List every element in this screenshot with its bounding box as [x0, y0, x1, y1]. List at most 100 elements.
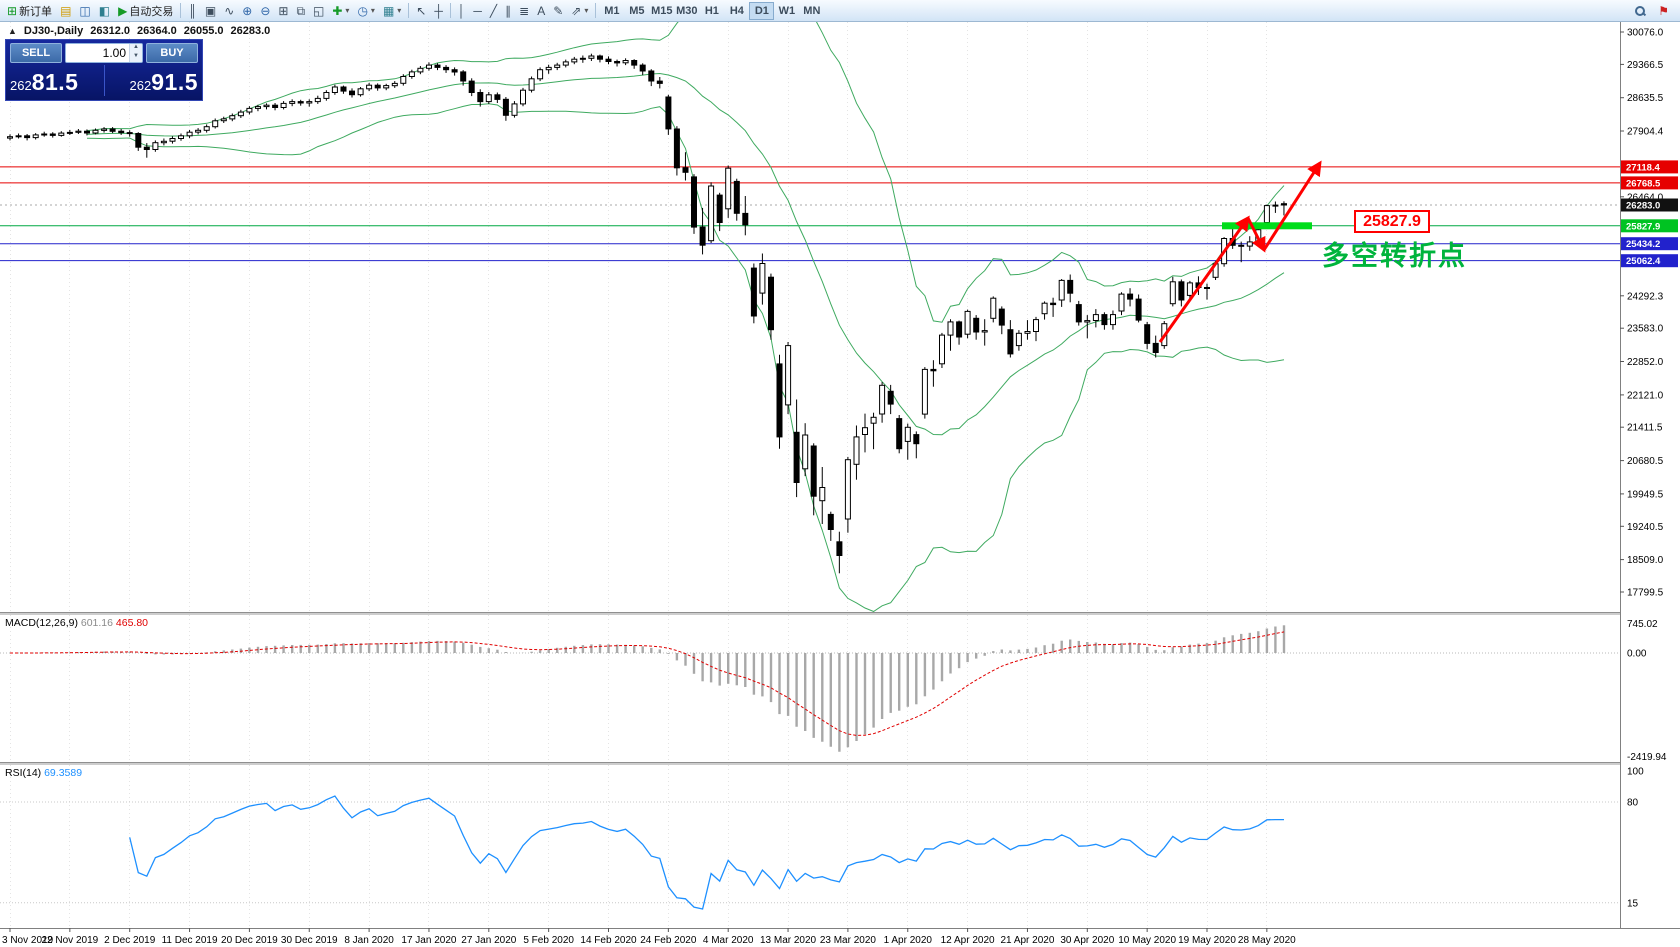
stepper-up-icon[interactable]: ▲ — [130, 44, 142, 53]
candlestick-series — [7, 53, 1287, 574]
vertical-line-icon: │ — [457, 3, 466, 18]
svg-text:23583.0: 23583.0 — [1627, 324, 1664, 335]
svg-text:12 Apr 2020: 12 Apr 2020 — [941, 935, 995, 946]
flag-icon: ⚑ — [1658, 3, 1669, 18]
support-zone-bar[interactable] — [1222, 222, 1312, 230]
tile-windows-button[interactable]: ⊞ — [274, 1, 292, 20]
sell-button[interactable]: SELL — [10, 43, 62, 63]
panel-separator[interactable] — [0, 762, 1680, 765]
svg-text:745.02: 745.02 — [1627, 619, 1658, 630]
zoom-in-button[interactable]: ⊕ — [238, 1, 256, 20]
caret-icon: ▾ — [345, 6, 350, 15]
cursor-button[interactable]: ↖ — [412, 1, 430, 20]
search-button[interactable] — [1630, 1, 1650, 20]
svg-text:21 Apr 2020: 21 Apr 2020 — [1000, 935, 1054, 946]
macd-signal-line — [10, 631, 1285, 736]
svg-text:25827.9: 25827.9 — [1626, 221, 1660, 232]
svg-text:18509.0: 18509.0 — [1627, 555, 1664, 566]
ask-price-big: 91.5 — [151, 69, 198, 95]
svg-text:20680.5: 20680.5 — [1627, 456, 1664, 467]
svg-text:28 May 2020: 28 May 2020 — [1238, 935, 1296, 946]
zoom-out-button[interactable]: ⊖ — [256, 1, 274, 20]
bollinger-bands — [86, 22, 1285, 612]
price-divider — [103, 65, 105, 96]
grid-lines — [10, 22, 1267, 928]
svg-text:27 Jan 2020: 27 Jan 2020 — [461, 935, 516, 946]
chart-low-value: 26055.0 — [183, 25, 224, 37]
trend-arrows[interactable] — [1158, 160, 1322, 343]
data-window-button[interactable]: ◫ — [75, 1, 94, 20]
stepper-down-icon[interactable]: ▼ — [130, 53, 142, 62]
volume-stepper[interactable]: ▲ ▼ — [129, 44, 142, 62]
chart-open-value: 26312.0 — [90, 25, 130, 37]
zoom-out-icon: ⊖ — [260, 3, 271, 18]
timeframe-m1-button[interactable]: M1 — [599, 2, 624, 20]
templates-button[interactable]: ▦ ▾ — [379, 1, 405, 20]
annotation-note[interactable]: 多空转折点 — [1322, 241, 1467, 271]
arrange-windows-button[interactable]: ◱ — [309, 1, 328, 20]
svg-text:27904.4: 27904.4 — [1627, 127, 1664, 138]
vertical-line-button[interactable]: │ — [454, 1, 470, 20]
price-chart: MACD(12,26,9) 601.16 465.80 RSI(14) 69.35… — [0, 22, 1680, 947]
text-label-button[interactable]: ✎ — [549, 1, 567, 20]
timeframe-m15-button[interactable]: M15 — [649, 2, 674, 20]
periods-button[interactable]: ◷ ▾ — [353, 1, 379, 20]
rsi-line — [129, 795, 1284, 910]
buy-button[interactable]: BUY — [146, 43, 198, 63]
svg-text:25062.4: 25062.4 — [1626, 256, 1661, 267]
horizontal-line-button[interactable]: ─ — [469, 1, 486, 20]
fibonacci-button[interactable]: ≣ — [515, 1, 533, 20]
new-order-label: 新订单 — [19, 5, 53, 18]
shapes-button[interactable]: ⇗ ▾ — [567, 1, 592, 20]
price-level-lines[interactable] — [0, 166, 1620, 262]
svg-text:100: 100 — [1627, 767, 1644, 778]
navigator-button[interactable]: ◧ — [95, 1, 114, 20]
crosshair-icon: ┼ — [434, 3, 443, 18]
text-button[interactable]: A — [533, 1, 549, 20]
cascade-windows-button[interactable]: ⧉ — [292, 1, 309, 20]
bid-price-big: 81.5 — [31, 69, 79, 95]
timeframe-w1-button[interactable]: W1 — [774, 2, 799, 20]
line-chart-button[interactable]: ∿ — [220, 1, 238, 20]
new-order-button[interactable]: ⊞ 新订单 — [3, 1, 56, 20]
search-icon — [1634, 5, 1646, 17]
autotrading-label: 自动交易 — [129, 5, 174, 18]
price-axis[interactable]: 30076.0 29366.5 28635.5 27904.4 26464.0 24292… — [1620, 22, 1680, 947]
bar-chart-button[interactable]: ║ — [184, 1, 201, 20]
ask-price-small: 262 — [129, 78, 152, 93]
svg-text:80: 80 — [1627, 798, 1639, 809]
alerts-button[interactable]: ⚑ — [1654, 1, 1673, 20]
svg-text:11 Dec 2019: 11 Dec 2019 — [162, 935, 218, 946]
timeframe-m5-button[interactable]: M5 — [624, 2, 649, 20]
crosshair-button[interactable]: ┼ — [430, 1, 447, 20]
line-chart-icon: ∿ — [224, 3, 235, 18]
bid-price-small: 262 — [10, 78, 32, 93]
chart-title: ▲ DJ30-,Daily 26312.0 26364.0 26055.0 26… — [8, 25, 270, 37]
channel-button[interactable]: ∥ — [501, 1, 515, 20]
indicators-button[interactable]: ✚ ▾ — [328, 1, 353, 20]
timeframe-mn-button[interactable]: MN — [799, 2, 824, 20]
timeframe-m30-button[interactable]: M30 — [674, 2, 699, 20]
panel-separator[interactable] — [0, 612, 1680, 615]
trendline-button[interactable]: ╱ — [486, 1, 501, 20]
svg-text:-2419.94: -2419.94 — [1627, 752, 1667, 763]
svg-text:19949.5: 19949.5 — [1627, 489, 1664, 500]
shapes-icon: ⇗ — [571, 3, 582, 18]
candlestick-chart-button[interactable]: ▣ — [201, 1, 220, 20]
timeframe-d1-button[interactable]: D1 — [749, 1, 775, 20]
timeframe-h4-button[interactable]: H4 — [724, 2, 749, 20]
macd-label: MACD(12,26,9) 601.16 465.80 — [5, 617, 148, 629]
caret-icon: ▾ — [584, 6, 589, 15]
volume-input[interactable] — [66, 44, 129, 62]
autotrading-button[interactable]: ▶ 自动交易 — [114, 1, 177, 20]
timeframe-h1-button[interactable]: H1 — [699, 2, 724, 20]
macd-histogram — [17, 625, 1286, 752]
svg-text:26283.0: 26283.0 — [1626, 201, 1660, 212]
rsi-label: RSI(14) 69.3589 — [5, 767, 82, 779]
price-level-callout[interactable]: 25827.9 — [1354, 210, 1430, 233]
chart-area: MACD(12,26,9) 601.16 465.80 RSI(14) 69.35… — [0, 22, 1680, 947]
svg-text:26464.0: 26464.0 — [1627, 192, 1664, 203]
market-watch-button[interactable]: ▤ — [56, 1, 75, 20]
